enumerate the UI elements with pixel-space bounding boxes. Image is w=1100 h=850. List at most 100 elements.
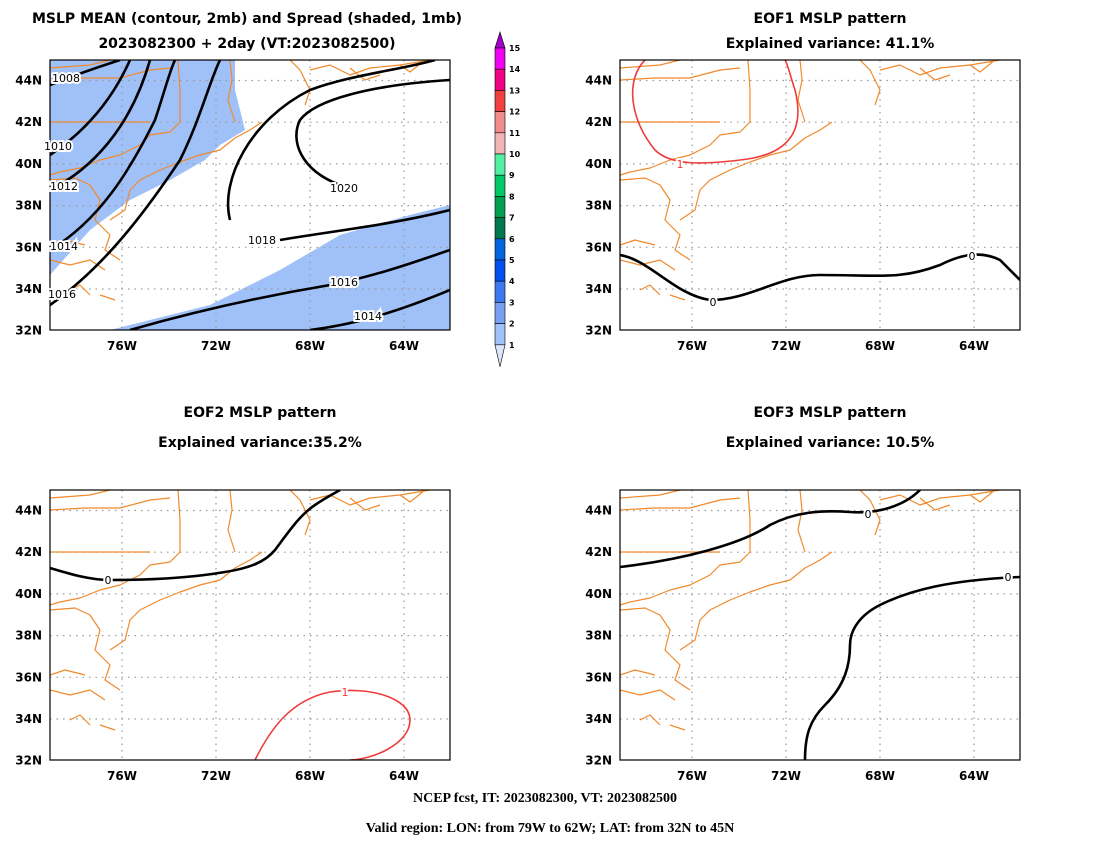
mean-contour-labels: 1008 1010 1012 1014 1016 1018 1020 1016 … [42,70,384,325]
colorbar-swatch [494,323,506,346]
footer-forecast-info: NCEP fcst, IT: 2023082300, VT: 202308250… [413,791,677,806]
longitude-tick-label: 68W [295,339,325,353]
eof3-contour-0-south [803,575,1020,760]
latitude-tick-label: 40N [585,157,612,171]
colorbar-swatch [494,174,506,197]
coastline-and-borders [50,490,431,731]
contour-label: 1020 [330,182,358,195]
contour-label: 1 [342,686,349,699]
latitude-tick-label: 34N [15,712,42,726]
contour-1014-west [50,60,177,252]
contour-label: 0 [105,574,112,587]
contour-1010 [50,60,132,157]
eof3-contour-0-north [620,490,921,569]
colorbar-swatch [494,111,506,134]
eof2-subtitle: Explained variance:35.2% [158,435,362,451]
latitude-tick-label: 38N [585,629,612,643]
colorbar-label: 11 [509,129,521,138]
latitude-tick-label: 40N [15,587,42,601]
colorbar-swatch [494,238,506,261]
eof3-subtitle: Explained variance: 10.5% [726,435,935,451]
colorbar-label: 15 [509,44,521,53]
eof1-contour-labels: 1 0 0 [675,156,978,311]
longitude-tick-label: 68W [295,769,325,783]
latitude-tick-label: 44N [585,504,612,518]
contour-label: 1008 [52,72,80,85]
contour-1014-east [309,288,450,330]
latitude-tick-label: 34N [585,282,612,296]
contour-label: 1016 [330,276,358,289]
latitude-tick-label: 40N [585,587,612,601]
contour-label: 1012 [50,180,78,193]
latitude-tick-label: 42N [15,115,42,129]
coastline-and-borders [620,490,1001,731]
footer-valid-region: Valid region: LON: from 79W to 62W; LAT:… [366,821,735,836]
contour-1016-east [129,248,450,330]
contour-1008 [50,60,121,87]
latitude-tick-label: 44N [15,504,42,518]
colorbar-label: 4 [509,277,515,286]
eof1-panel: 1 0 0 44N 42N 40N 38N 36N 34N 32N 76W 72W 68W 64W [585,59,1021,353]
latitude-tick-label: 36N [585,240,612,254]
longitude-tick-label: 64W [959,339,989,353]
eof1-title: EOF1 MSLP pattern [754,11,907,27]
colorbar-label: 7 [509,214,515,223]
spread-shading-northwest [50,60,245,275]
colorbar: 15 14 13 12 11 10 9 8 7 6 5 4 3 2 1 [494,30,521,367]
contour-label: 1014 [50,240,78,253]
longitude-tick-label: 68W [865,339,895,353]
latitude-tick-label: 34N [15,282,42,296]
colorbar-label: 3 [509,298,515,307]
spread-shading-southeast [110,205,450,330]
colorbar-swatch [494,153,506,176]
mean-panel: 1008 1010 1012 1014 1016 1018 1020 1016 … [15,59,451,353]
latitude-tick-label: 32N [585,324,612,338]
contour-label: 0 [710,296,717,309]
colorbar-swatch [494,196,506,218]
longitude-tick-label: 76W [677,769,707,783]
colorbar-label: 14 [509,65,521,74]
latitude-tick-label: 32N [585,754,612,768]
eof1-contour-0 [620,253,1020,302]
longitude-tick-label: 68W [865,769,895,783]
contour-label: 1014 [354,310,382,323]
colorbar-swatch [494,30,506,49]
eof1-contour-1 [631,60,799,164]
colorbar-label: 6 [509,235,515,244]
colorbar-swatch [494,280,506,303]
eof2-contour-labels: 0 1 [103,572,351,701]
colorbar-label: 1 [509,341,515,350]
eof1-subtitle: Explained variance: 41.1% [726,36,935,52]
longitude-tick-label: 72W [771,339,801,353]
latitude-tick-label: 38N [15,199,42,213]
latitude-tick-label: 42N [585,115,612,129]
latitude-tick-label: 36N [585,670,612,684]
longitude-tick-label: 64W [389,769,419,783]
latitude-tick-label: 32N [15,324,42,338]
colorbar-label: 12 [509,108,520,117]
eof2-contour-1 [254,689,411,760]
latitude-tick-label: 40N [15,157,42,171]
colorbar-swatch [494,259,506,282]
contour-label: 1010 [44,140,72,153]
mean-subtitle: 2023082300 + 2day (VT:2023082500) [98,36,395,52]
contour-label: 1016 [48,288,76,301]
latitude-tick-label: 32N [15,754,42,768]
eof2-title: EOF2 MSLP pattern [184,405,337,421]
colorbar-swatch [494,68,506,91]
longitude-tick-label: 72W [771,769,801,783]
latitude-tick-label: 42N [585,545,612,559]
longitude-tick-label: 76W [107,339,137,353]
colorbar-label: 8 [509,192,515,201]
longitude-tick-label: 76W [107,769,137,783]
latitude-tick-label: 44N [15,74,42,88]
contour-label: 1018 [248,234,276,247]
colorbar-label: 5 [509,256,515,265]
longitude-tick-label: 76W [677,339,707,353]
colorbar-swatch [494,132,506,155]
latitude-tick-label: 42N [15,545,42,559]
colorbar-swatch [494,302,506,324]
longitude-tick-label: 64W [389,339,419,353]
contour-1018 [226,60,450,242]
